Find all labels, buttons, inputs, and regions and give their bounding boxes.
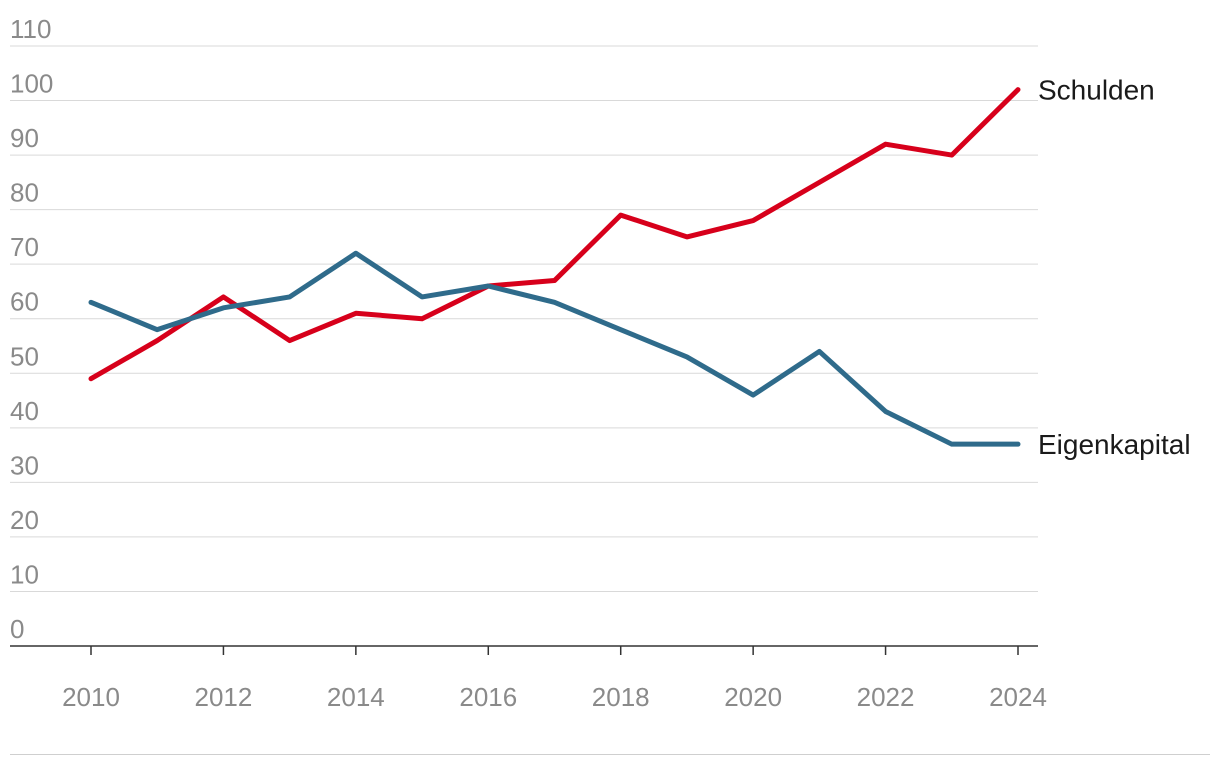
x-tick-label: 2014 [327, 682, 385, 712]
y-tick-label: 90 [10, 123, 39, 153]
gridlines [10, 45, 1038, 592]
y-tick-label: 100 [10, 69, 53, 99]
x-tick-label: 2020 [724, 682, 782, 712]
series-line-schulden [88, 87, 1021, 382]
y-tick-label: 10 [10, 559, 39, 589]
y-tick-label: 20 [10, 505, 39, 535]
y-tick-label: 40 [10, 396, 39, 426]
y-tick-label: 60 [10, 287, 39, 317]
y-tick-label: 30 [10, 450, 39, 480]
x-tick-label: 2022 [857, 682, 915, 712]
y-axis-ticks: 0 10 20 30 40 50 60 70 80 90 100 110 [10, 14, 53, 644]
y-tick-label: 110 [10, 14, 51, 44]
series-lines [88, 87, 1021, 447]
series-label-schulden: Schulden [1038, 75, 1155, 106]
y-tick-label: 50 [10, 341, 39, 371]
y-tick-label: 70 [10, 232, 39, 262]
y-tick-label: 0 [10, 614, 24, 644]
x-tick-label: 2010 [62, 682, 120, 712]
series-label-eigenkapital: Eigenkapital [1038, 429, 1191, 460]
x-axis-ticks: 2010 2012 2014 2016 2018 2020 2022 2024 [62, 646, 1047, 712]
x-tick-label: 2018 [592, 682, 650, 712]
x-tick-label: 2024 [989, 682, 1047, 712]
series-labels: Schulden Eigenkapital [1038, 75, 1191, 461]
footer-divider [10, 754, 1210, 755]
y-tick-label: 80 [10, 178, 39, 208]
x-tick-label: 2012 [195, 682, 253, 712]
series-line-eigenkapital [88, 250, 1021, 447]
x-tick-label: 2016 [459, 682, 517, 712]
